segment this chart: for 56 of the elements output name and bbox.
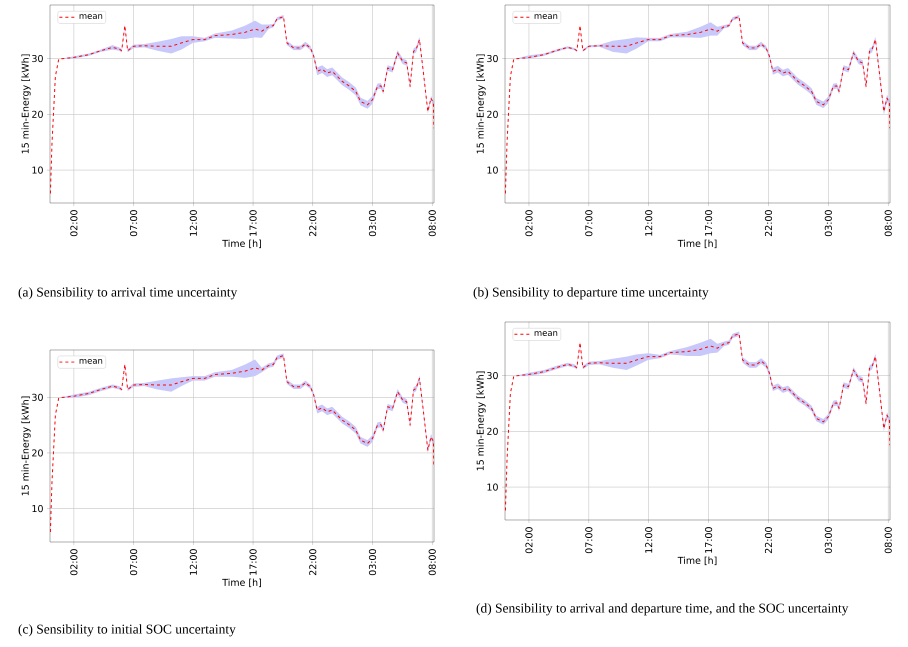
x-tick-label: 07:00 (585, 527, 592, 554)
legend-label: mean (80, 358, 102, 364)
x-axis-title: Time [h] (678, 556, 716, 566)
x-tick-label: 02:00 (70, 210, 78, 236)
text: (c) Sensibility to initial SOC uncertainty (18, 624, 236, 636)
y-tick-label: 10 (32, 166, 43, 174)
x-tick-label: 07:00 (130, 210, 138, 236)
x-tick-label: 08:00 (428, 210, 436, 236)
y-tick-label: 30 (487, 54, 498, 62)
x-tick-label: 12:00 (190, 549, 197, 575)
y-tick-label: 30 (487, 372, 498, 380)
x-tick-label: 12:00 (190, 210, 197, 236)
x-tick-label: 17:00 (249, 549, 257, 575)
legend-label: mean (80, 14, 102, 19)
x-tick-label: 08:00 (884, 527, 892, 554)
x-tick-label: 07:00 (585, 210, 592, 236)
x-tick-label: 03:00 (824, 210, 832, 236)
x-axis-title: Time [h] (222, 240, 261, 248)
legend-label: mean (534, 14, 558, 19)
x-tick-label: 08:00 (884, 210, 892, 236)
y-tick-label: 20 (32, 110, 43, 118)
x-tick-label: 02:00 (525, 527, 533, 554)
x-tick-label: 08:00 (428, 549, 436, 576)
x-tick-label: 17:00 (249, 210, 257, 236)
x-tick-label: 07:00 (130, 549, 138, 576)
text: (d) Sensibility to arrival and departure time, and the SOC uncertainty (476, 603, 848, 616)
y-axis-title: 15 min-Energy [kWh] (21, 396, 31, 496)
x-tick-label: 22:00 (309, 549, 316, 576)
y-tick-label: 10 (487, 166, 498, 174)
y-axis-title: 15 min-Energy [kWh] (476, 54, 486, 154)
x-tick-label: 22:00 (764, 210, 772, 236)
y-axis-title: 15 min-Energy [kWh] (476, 371, 486, 470)
x-tick-label: 12:00 (645, 527, 652, 553)
x-tick-label: 17:00 (705, 527, 712, 553)
y-tick-label: 30 (32, 394, 43, 401)
x-tick-label: 02:00 (525, 210, 533, 236)
x-tick-label: 17:00 (705, 210, 712, 236)
x-tick-label: 22:00 (309, 210, 316, 236)
x-tick-label: 02:00 (70, 549, 78, 576)
y-tick-label: 30 (32, 54, 43, 62)
x-tick-label: 12:00 (645, 210, 652, 236)
x-tick-label: 03:00 (368, 210, 376, 236)
y-tick-label: 10 (32, 505, 43, 512)
y-tick-label: 20 (487, 110, 498, 118)
y-tick-label: 10 (487, 484, 498, 491)
text: (b) Sensibility to departure time uncertainty (474, 287, 709, 300)
y-axis-title: 15 min-Energy [kWh] (21, 54, 31, 154)
x-axis-title: Time [h] (678, 240, 716, 248)
x-tick-label: 03:00 (368, 549, 376, 576)
x-tick-label: 03:00 (824, 527, 832, 554)
text: (a) Sensibility to arrival time uncertainty (18, 287, 238, 300)
legend-label: mean (534, 331, 558, 336)
y-tick-label: 20 (32, 449, 43, 457)
x-tick-label: 22:00 (764, 527, 772, 554)
x-axis-title: Time [h] (222, 578, 261, 588)
y-tick-label: 20 (487, 428, 498, 435)
